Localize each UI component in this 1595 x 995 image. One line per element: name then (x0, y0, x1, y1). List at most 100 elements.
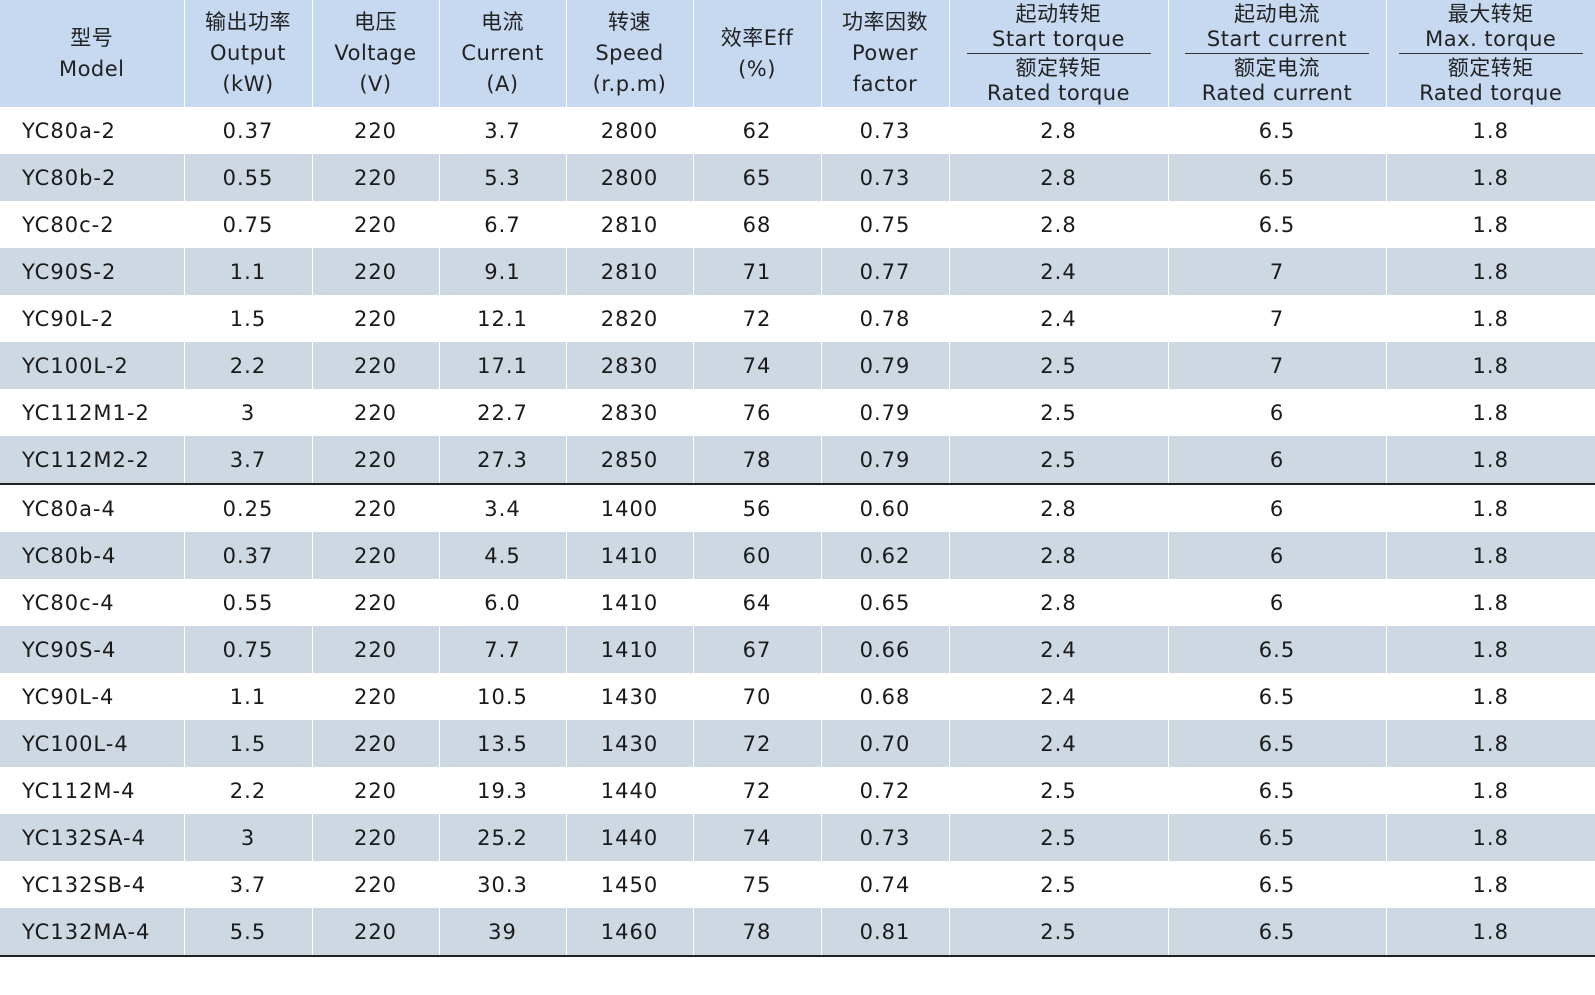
cell-start-torque-ratio: 2.4 (949, 626, 1169, 673)
table-row: YC80b-4 0.37 220 4.5 1410 60 0.62 2.8 6 1.8 (0, 532, 1595, 579)
cell-current: 19.3 (439, 767, 567, 814)
cell-start-torque-ratio: 2.4 (949, 720, 1169, 767)
header-start-current-ratio: 起动电流 Start current 额定电流 Rated current (1168, 0, 1387, 107)
header-efficiency: 效率Eff (%) (693, 0, 822, 107)
cell-voltage: 220 (312, 484, 440, 532)
cell-start-torque-ratio: 2.4 (949, 673, 1169, 720)
cell-max-torque-ratio: 1.8 (1386, 248, 1595, 295)
cell-power-factor: 0.79 (821, 389, 950, 436)
cell-model: YC90S-4 (0, 626, 185, 673)
cell-current: 9.1 (439, 248, 567, 295)
cell-start-current-ratio: 6.5 (1168, 720, 1387, 767)
cell-output: 3 (184, 814, 313, 861)
cell-max-torque-ratio: 1.8 (1472, 590, 1509, 615)
cell-voltage: 220 (312, 436, 440, 485)
cell-speed: 1410 (566, 626, 694, 673)
cell-voltage: 220 (312, 295, 440, 342)
cell-start-current-ratio: 6.5 (1168, 626, 1387, 673)
cell-max-torque-ratio: 1.8 (1472, 872, 1509, 897)
cell-max-torque-ratio: 1.8 (1386, 436, 1595, 485)
cell-current: 3.7 (439, 107, 567, 154)
cell-output: 1.5 (184, 295, 313, 342)
table-row: YC100L-4 1.5 220 13.5 1430 72 0.70 2.4 6.5 1.8 (0, 720, 1595, 767)
cell-power-factor: 0.77 (821, 248, 950, 295)
header-speed-en: Speed (595, 41, 664, 65)
rated-torque-zh: 额定转矩 (1015, 55, 1102, 80)
cell-start-torque-ratio: 2.8 (949, 107, 1169, 154)
rated-torque-en: Rated torque (1419, 80, 1563, 105)
table-row: YC132SB-4 3.7 220 30.3 1450 75 0.74 2.5 6.5 1.8 (0, 861, 1595, 908)
header-voltage-zh: 电压 (354, 10, 397, 34)
max-torque-en: Max. torque (1425, 26, 1557, 51)
cell-speed: 2830 (566, 389, 694, 436)
cell-output: 1.5 (184, 720, 313, 767)
cell-output: 0.55 (184, 154, 313, 201)
cell-start-torque-ratio: 2.4 (949, 295, 1169, 342)
header-output: 输出功率 Output (kW) (184, 0, 313, 107)
cell-voltage: 220 (312, 532, 440, 579)
cell-current: 30.3 (439, 861, 567, 908)
cell-voltage: 220 (312, 248, 440, 295)
cell-model: YC80a-2 (0, 107, 185, 154)
cell-current: 12.1 (439, 295, 567, 342)
header-current-unit: (A) (486, 72, 519, 96)
cell-speed: 1460 (566, 908, 694, 957)
cell-max-torque-ratio: 1.8 (1472, 684, 1509, 709)
header-current-zh: 电流 (481, 10, 524, 34)
cell-output: 3.7 (184, 436, 313, 485)
cell-power-factor: 0.79 (821, 436, 950, 485)
cell-model: YC80c-4 (0, 579, 185, 626)
cell-efficiency: 65 (693, 154, 822, 201)
cell-efficiency: 74 (693, 814, 822, 861)
cell-model: YC80b-2 (0, 154, 185, 201)
cell-efficiency: 60 (693, 532, 822, 579)
cell-speed: 1440 (566, 767, 694, 814)
header-voltage: 电压 Voltage (V) (312, 0, 440, 107)
cell-speed: 2820 (566, 295, 694, 342)
cell-speed: 2810 (566, 248, 694, 295)
cell-power-factor: 0.68 (821, 673, 950, 720)
table-row: YC90S-4 0.75 220 7.7 1410 67 0.66 2.4 6.5 1.8 (0, 626, 1595, 673)
cell-voltage: 220 (312, 720, 440, 767)
cell-power-factor: 0.73 (821, 107, 950, 154)
cell-current: 22.7 (439, 389, 567, 436)
cell-speed: 1400 (566, 484, 694, 532)
cell-voltage: 220 (312, 673, 440, 720)
table-row: YC80b-2 0.55 220 5.3 2800 65 0.73 2.8 6.5 1.8 (0, 154, 1595, 201)
cell-speed: 1430 (566, 720, 694, 767)
cell-output: 0.25 (184, 484, 313, 532)
cell-model: YC112M2-2 (0, 436, 185, 485)
cell-current: 5.3 (439, 154, 567, 201)
table-row: YC80c-4 0.55 220 6.0 1410 64 0.65 2.8 6 1.8 (0, 579, 1595, 626)
header-row: 型号 Model 输出功率 Output (kW) 电压 Voltage (V)… (0, 0, 1595, 107)
cell-start-current-ratio: 6 (1168, 389, 1387, 436)
table-row: YC132SA-4 3 220 25.2 1440 74 0.73 2.5 6.5 1.8 (0, 814, 1595, 861)
cell-voltage: 220 (312, 154, 440, 201)
cell-max-torque-ratio: 1.8 (1386, 154, 1595, 201)
table-row: YC80a-2 0.37 220 3.7 2800 62 0.73 2.8 6.5 1.8 (0, 107, 1595, 154)
header-current-en: Current (461, 41, 544, 65)
cell-model: YC100L-2 (0, 342, 185, 389)
cell-output: 3.7 (184, 861, 313, 908)
cell-start-torque-ratio: 2.5 (949, 767, 1169, 814)
cell-output: 3 (184, 389, 313, 436)
cell-efficiency: 78 (693, 908, 822, 957)
cell-start-torque-ratio: 2.8 (949, 532, 1169, 579)
cell-start-current-ratio: 6.5 (1168, 814, 1387, 861)
header-current: 电流 Current (A) (439, 0, 567, 107)
cell-output: 1.1 (184, 248, 313, 295)
cell-model: YC80b-4 (0, 532, 185, 579)
fraction-bar (1398, 52, 1583, 54)
start-torque-zh: 起动转矩 (1015, 1, 1102, 26)
cell-power-factor: 0.78 (821, 295, 950, 342)
cell-voltage: 220 (312, 767, 440, 814)
cell-speed: 1440 (566, 814, 694, 861)
cell-model: YC112M-4 (0, 767, 185, 814)
table-body: YC80a-2 0.37 220 3.7 2800 62 0.73 2.8 6.5 1.8 YC80… (0, 107, 1595, 957)
cell-speed: 2800 (566, 107, 694, 154)
cell-power-factor: 0.73 (821, 154, 950, 201)
cell-efficiency: 72 (693, 295, 822, 342)
header-speed-unit: (r.p.m) (592, 72, 667, 96)
table-row: YC80a-4 0.25 220 3.4 1400 56 0.60 2.8 6 1.8 (0, 484, 1595, 532)
